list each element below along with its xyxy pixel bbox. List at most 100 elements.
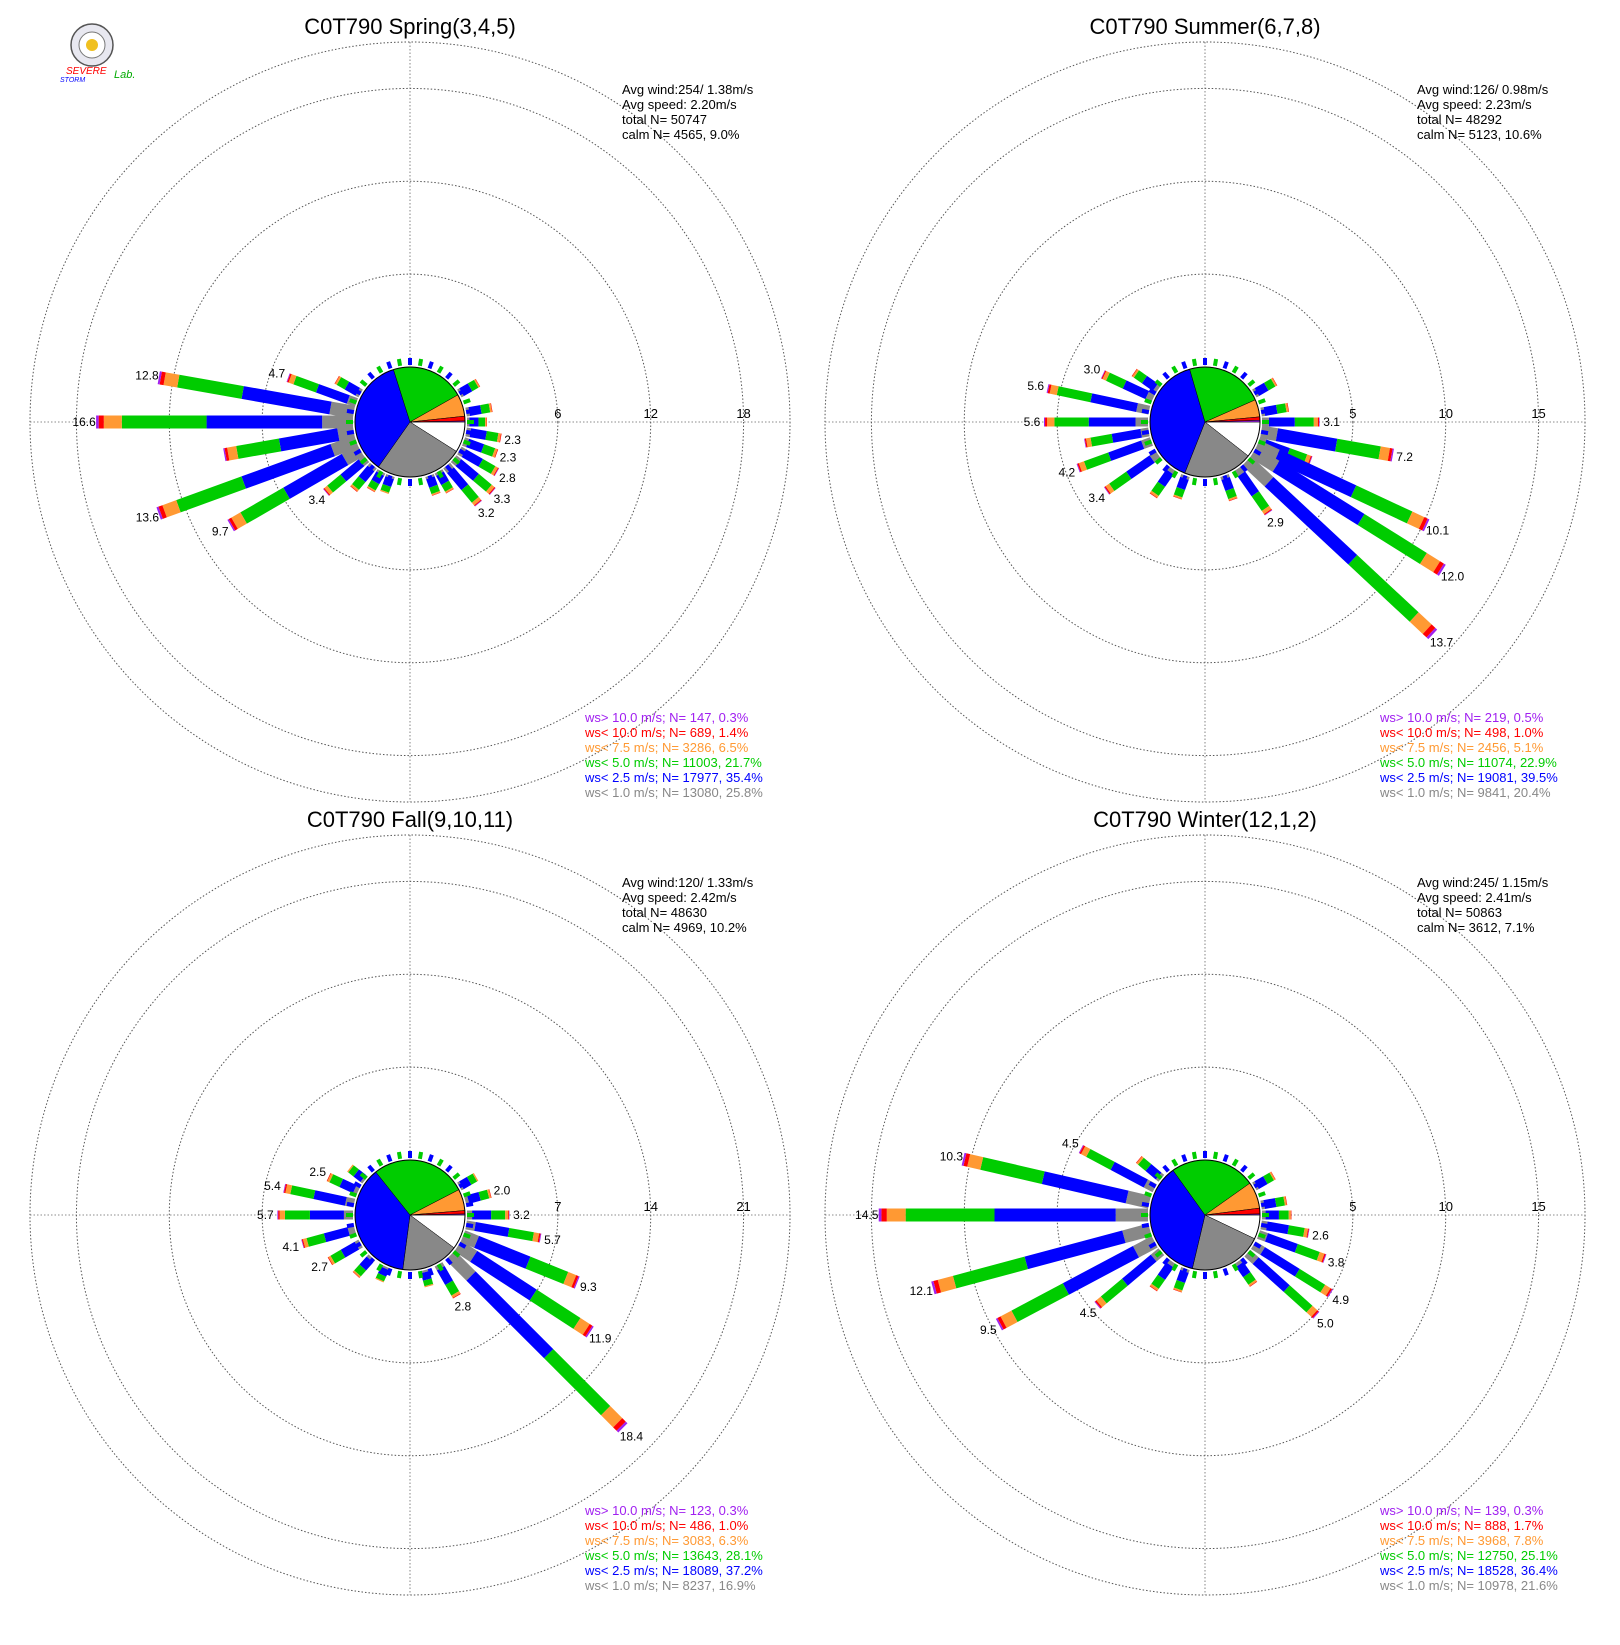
logo-text-lab: Lab. [114,69,135,81]
bar-segment [1265,1176,1271,1180]
legend-entry-1: ws> 10.0 m/s; N= 123, 0.3% [584,1503,749,1518]
bar-segment [355,1189,359,1191]
bar-segment [533,1295,577,1323]
bar-segment [290,378,295,380]
legend-entry-4: ws< 5.0 m/s; N= 13643, 28.1% [584,1548,763,1563]
bar-segment [1423,558,1436,566]
legend-entry-1: ws> 10.0 m/s; N= 219, 0.5% [1379,710,1544,725]
bar-segment [243,392,331,407]
ring-label: 7 [554,1199,561,1214]
bar-segment [341,1183,355,1189]
wind-bar-215 [1153,1262,1172,1289]
bar-label: 4.9 [1332,1293,1349,1307]
bar-segment [339,381,347,386]
bar-segment [464,453,481,463]
bar-segment [1232,498,1233,500]
bar-label: 3.0 [1084,362,1101,376]
bar-segment [178,381,242,392]
bar-segment [1316,1315,1317,1316]
bar-segment [939,1282,954,1286]
tick-mark [1234,367,1238,373]
bar-segment [433,486,435,492]
bar-segment [449,489,450,490]
bar-segment [1004,1316,1015,1322]
bar-segment [1266,383,1273,387]
legend-entry-1: ws> 10.0 m/s; N= 139, 0.3% [1379,1503,1544,1518]
tick-mark [420,1271,421,1278]
ring-label: 5 [1349,406,1356,421]
ring-label: 14 [643,1199,657,1214]
stat-avg-wind: Avg wind:126/ 0.98m/s [1417,82,1549,97]
bar-segment [1155,1277,1161,1286]
tick-mark [399,359,400,366]
bar-segment [486,435,498,437]
bar-segment [1155,387,1158,389]
bar-segment [449,1283,455,1294]
bar-segment [1238,1262,1240,1265]
tick-mark [429,476,431,483]
tick-mark [347,411,354,412]
chart-title: C0T790 Winter(12,1,2) [1093,807,1317,832]
tick-mark [350,1234,357,1236]
bar-label: 5.7 [257,1208,274,1222]
legend-entry-1: ws> 10.0 m/s; N= 147, 0.3% [584,710,749,725]
wind-bar-270: 16.6 [72,415,353,429]
legend-entry-2: ws< 10.0 m/s; N= 498, 1.0% [1379,725,1544,740]
bar-segment [469,1178,475,1181]
tick-mark [466,1204,473,1205]
tick-mark [378,367,382,373]
legend-entry-4: ws< 5.0 m/s; N= 11074, 22.9% [1379,755,1557,770]
stat-total: total N= 50747 [622,112,707,127]
bar-segment [1088,1153,1112,1166]
tick-mark [1164,1166,1168,1171]
tick-mark [1183,1269,1185,1276]
bar-segment [308,1238,325,1243]
bar-segment [1112,433,1141,438]
tick-mark [1215,1152,1216,1159]
bar-label: 5.7 [544,1233,561,1247]
stat-calm: calm N= 3612, 7.1% [1417,920,1535,935]
bar-segment [999,1324,1001,1325]
tick-mark [1183,362,1185,369]
bar-segment [1155,484,1161,493]
tick-mark [1173,1160,1177,1166]
bar-segment [480,1194,488,1196]
bar-segment [350,1168,351,1169]
tick-mark [1242,1166,1246,1171]
tick-mark [1194,478,1195,485]
bar-label: 9.5 [980,1323,997,1337]
stat-calm: calm N= 5123, 10.6% [1417,127,1542,142]
bar-segment [1240,1264,1247,1274]
bar-segment [427,1280,428,1285]
bar-segment [489,488,492,490]
bar-segment [1431,633,1433,635]
bar-segment [1318,1256,1323,1258]
tick-mark [1224,1155,1226,1162]
tick-mark [1224,362,1226,369]
tick-mark [1194,359,1195,366]
tick-mark [347,1225,354,1226]
bar-segment [1353,560,1414,617]
wind-bar-75: 2.0 [465,1183,511,1200]
stat-avg-wind: Avg wind:120/ 1.33m/s [622,875,754,890]
tick-mark [1261,411,1268,412]
tick-mark [429,1269,431,1276]
bar-segment [476,477,489,488]
bar-segment [1265,508,1267,511]
stat-avg-wind: Avg wind:254/ 1.38m/s [622,82,754,97]
bar-segment [1272,1176,1273,1177]
bar-segment [380,1275,382,1280]
tick-mark [1215,359,1216,366]
bar-segment [331,1178,341,1183]
wind-bar-270: 5.7 [257,1208,353,1222]
stat-total: total N= 50863 [1417,905,1502,920]
tick-mark [464,1193,471,1195]
bar-segment [232,523,235,525]
bar-segment [1255,494,1265,509]
tick-mark [1249,1174,1254,1178]
tick-mark [439,367,443,373]
bar-label: 18.4 [620,1429,644,1443]
